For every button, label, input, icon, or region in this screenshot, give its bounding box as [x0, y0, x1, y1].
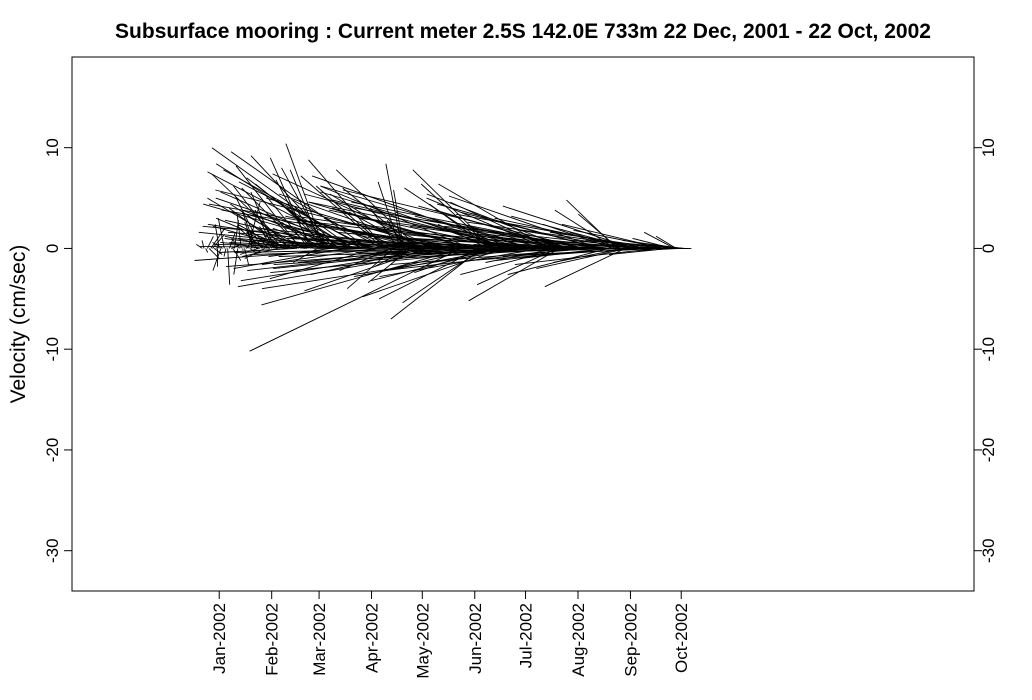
- velocity-stick: [207, 171, 355, 249]
- velocity-stick: [212, 234, 225, 249]
- velocity-stick: [544, 247, 626, 288]
- velocity-stick: [614, 241, 685, 249]
- y-tick-label-right: -10: [979, 337, 998, 362]
- velocity-stick: [526, 247, 658, 255]
- y-tick-label-right: 10: [979, 138, 998, 157]
- velocity-stick: [218, 247, 296, 253]
- velocity-stick: [202, 225, 455, 249]
- velocity-stick: [230, 151, 369, 249]
- velocity-stick: [289, 169, 323, 249]
- velocity-stick: [239, 247, 259, 255]
- y-tick-label-left: -20: [43, 438, 62, 463]
- velocity-stick: [460, 211, 602, 249]
- x-tick-label: Oct-2002: [672, 603, 691, 673]
- y-tick-label-right: 0: [979, 244, 998, 253]
- velocity-stick: [213, 248, 223, 255]
- x-ticks: Jan-2002 Feb-2002 Mar-2002 Apr-2002 May-2002…: [210, 591, 691, 679]
- velocity-stick: [366, 227, 589, 249]
- velocity-stick: [228, 232, 236, 249]
- velocity-stick: [234, 247, 447, 253]
- velocity-stick: [214, 243, 457, 249]
- velocity-stick: [238, 181, 371, 249]
- velocity-stick: [205, 248, 209, 253]
- x-tick-label: Mar-2002: [310, 603, 329, 676]
- y-axis-label: Velocity (cm/sec): [7, 245, 30, 404]
- chart-title: Subsurface mooring : Current meter 2.5S …: [115, 20, 931, 43]
- velocity-stick: [196, 244, 203, 249]
- velocity-stick: [285, 143, 325, 249]
- y-ticks-right: 10 0 -10 -20 -30: [974, 138, 998, 563]
- velocity-stick: [221, 209, 450, 249]
- velocity-stick: [414, 215, 546, 249]
- velocity-stick: [315, 185, 388, 249]
- y-tick-label-left: -30: [43, 538, 62, 563]
- velocity-stick: [303, 193, 516, 249]
- velocity-stick: [655, 235, 677, 249]
- plot-area-frame: [71, 56, 975, 592]
- velocity-stick: [208, 203, 453, 249]
- velocity-stick: [217, 218, 225, 249]
- y-tick-label-right: -20: [979, 438, 998, 463]
- velocity-stick: [468, 248, 560, 302]
- y-tick-label-left: 0: [43, 244, 62, 253]
- velocity-stick: [224, 237, 298, 249]
- sticks-group: [194, 143, 692, 352]
- velocity-stick: [261, 247, 464, 306]
- velocity-stick: [261, 247, 524, 290]
- velocity-stick: [460, 247, 562, 276]
- y-tick-label-left: -10: [43, 337, 62, 362]
- x-tick-label: Jun-2002: [466, 603, 485, 674]
- velocity-stick: [362, 247, 504, 298]
- velocity-stick: [201, 240, 205, 249]
- x-tick-label: Sep-2002: [621, 603, 640, 677]
- velocity-stick: [389, 247, 592, 266]
- velocity-stick: [402, 248, 484, 304]
- y-tick-label-left: 10: [43, 138, 62, 157]
- velocity-stick: [211, 147, 354, 249]
- y-tick-label-right: -30: [979, 538, 998, 563]
- x-tick-label: Jan-2002: [210, 603, 229, 674]
- velocity-stick: [401, 241, 573, 249]
- x-tick-label: Jul-2002: [517, 603, 536, 668]
- velocity-stick: [286, 237, 519, 249]
- velocity-stick: [514, 247, 656, 266]
- velocity-stick: [220, 191, 350, 249]
- velocity-stick: [376, 247, 579, 253]
- velocity-stick: [355, 247, 477, 253]
- velocity-stick: [212, 242, 223, 249]
- x-tick-label: Aug-2002: [569, 603, 588, 677]
- velocity-stick: [342, 189, 585, 249]
- velocity-stick: [331, 207, 474, 249]
- velocity-stick: [304, 247, 428, 292]
- velocity-stick: [444, 225, 646, 249]
- x-tick-label: Feb-2002: [263, 603, 282, 676]
- y-ticks-left: 10 0 -10 -20 -30: [43, 138, 72, 563]
- velocity-stick: [223, 169, 367, 249]
- velocity-stick: [643, 231, 675, 249]
- velocity-stick: [379, 247, 541, 278]
- x-tick-label: Apr-2002: [363, 603, 382, 673]
- velocity-stick: [250, 155, 339, 249]
- velocity-stick: [460, 247, 643, 253]
- x-tick-label: May-2002: [413, 603, 432, 679]
- velocity-stick: [536, 247, 628, 270]
- velocity-stick: [585, 239, 667, 249]
